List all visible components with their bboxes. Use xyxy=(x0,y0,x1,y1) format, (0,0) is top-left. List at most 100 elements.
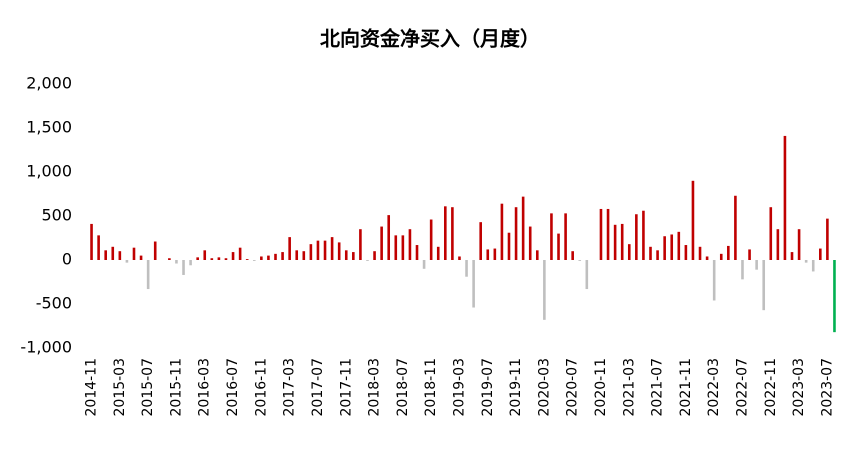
bar xyxy=(564,213,567,260)
bar xyxy=(493,248,497,260)
bar xyxy=(231,252,235,260)
bar xyxy=(649,246,652,260)
bar xyxy=(479,222,482,260)
bar xyxy=(719,253,723,260)
bar xyxy=(394,235,398,260)
bar xyxy=(344,250,348,260)
bar xyxy=(705,256,709,260)
bar xyxy=(783,135,787,260)
bar xyxy=(337,242,341,260)
bar xyxy=(260,256,263,260)
bar xyxy=(811,260,815,272)
bar xyxy=(252,260,256,261)
bar xyxy=(465,260,468,277)
bar xyxy=(585,260,589,290)
y-tick-label: -500 xyxy=(36,294,72,313)
bar xyxy=(203,250,207,260)
bar xyxy=(557,233,560,260)
bar xyxy=(663,236,666,260)
bar xyxy=(727,245,730,260)
bar xyxy=(571,251,574,260)
x-tick-label: 2023-07 xyxy=(819,358,835,417)
bar xyxy=(274,253,277,260)
x-tick-label: 2018-03 xyxy=(367,358,383,417)
x-tick-label: 2020-11 xyxy=(593,358,609,417)
y-tick-label: 2,000 xyxy=(26,74,72,93)
x-tick-label: 2016-03 xyxy=(197,358,213,417)
bar xyxy=(819,248,822,260)
y-tick-label: 1,000 xyxy=(26,162,72,181)
bar xyxy=(500,203,504,260)
bar xyxy=(401,235,405,260)
bar xyxy=(797,229,801,260)
bar xyxy=(677,231,681,260)
bar xyxy=(656,250,659,260)
bar xyxy=(606,208,610,260)
bar xyxy=(196,257,199,260)
bar xyxy=(521,196,525,260)
bar xyxy=(543,260,546,320)
bar xyxy=(125,260,129,263)
bar xyxy=(776,229,780,260)
bar xyxy=(451,207,454,260)
bar xyxy=(90,223,93,260)
x-tick-label: 2019-07 xyxy=(480,358,496,417)
y-tick-label: 0 xyxy=(62,250,72,269)
bar xyxy=(139,255,143,260)
bar xyxy=(118,251,122,260)
bar xyxy=(281,252,284,260)
x-tick-label: 2022-11 xyxy=(763,358,779,417)
bar xyxy=(635,214,638,260)
bar xyxy=(769,207,773,260)
bar xyxy=(748,249,751,260)
bar xyxy=(175,260,178,264)
bar xyxy=(316,240,320,260)
bar xyxy=(366,260,369,261)
bar xyxy=(330,237,334,260)
bar xyxy=(352,252,355,260)
bar xyxy=(182,260,185,275)
x-tick-label: 2021-11 xyxy=(678,358,694,417)
bar xyxy=(309,244,313,260)
bar xyxy=(238,247,242,260)
bar xyxy=(210,258,214,260)
x-tick-label: 2018-07 xyxy=(395,358,411,417)
bar xyxy=(323,240,327,260)
bar xyxy=(408,229,412,260)
bar xyxy=(267,255,270,260)
bar xyxy=(599,208,603,260)
bar xyxy=(359,229,362,260)
bar xyxy=(422,260,426,269)
bar xyxy=(670,234,674,260)
bar xyxy=(168,258,171,260)
bar xyxy=(620,223,624,260)
x-tick-label: 2015-03 xyxy=(112,358,128,417)
bar xyxy=(97,235,100,260)
x-tick-label: 2015-11 xyxy=(168,358,184,417)
x-tick-label: 2017-07 xyxy=(310,358,326,417)
bar xyxy=(486,249,490,260)
bar xyxy=(535,250,539,260)
y-tick-label: 500 xyxy=(41,206,72,225)
x-tick-label: 2018-11 xyxy=(423,358,439,417)
bar xyxy=(153,241,157,260)
x-tick-label: 2015-07 xyxy=(140,358,156,417)
bar xyxy=(613,224,617,260)
bar xyxy=(826,218,829,260)
bar xyxy=(373,251,376,260)
y-tick-label: 1,500 xyxy=(26,118,72,137)
bar xyxy=(472,260,475,308)
bar xyxy=(514,207,518,260)
x-tick-label: 2019-03 xyxy=(451,358,467,417)
x-tick-label: 2023-03 xyxy=(791,358,807,417)
bar xyxy=(224,258,228,260)
bar xyxy=(245,259,249,260)
bar xyxy=(132,247,136,260)
bar xyxy=(146,260,150,290)
bar xyxy=(436,246,440,260)
bar xyxy=(387,215,391,260)
x-tick-label: 2022-07 xyxy=(734,358,750,417)
bar xyxy=(415,245,419,260)
bar xyxy=(712,260,716,301)
